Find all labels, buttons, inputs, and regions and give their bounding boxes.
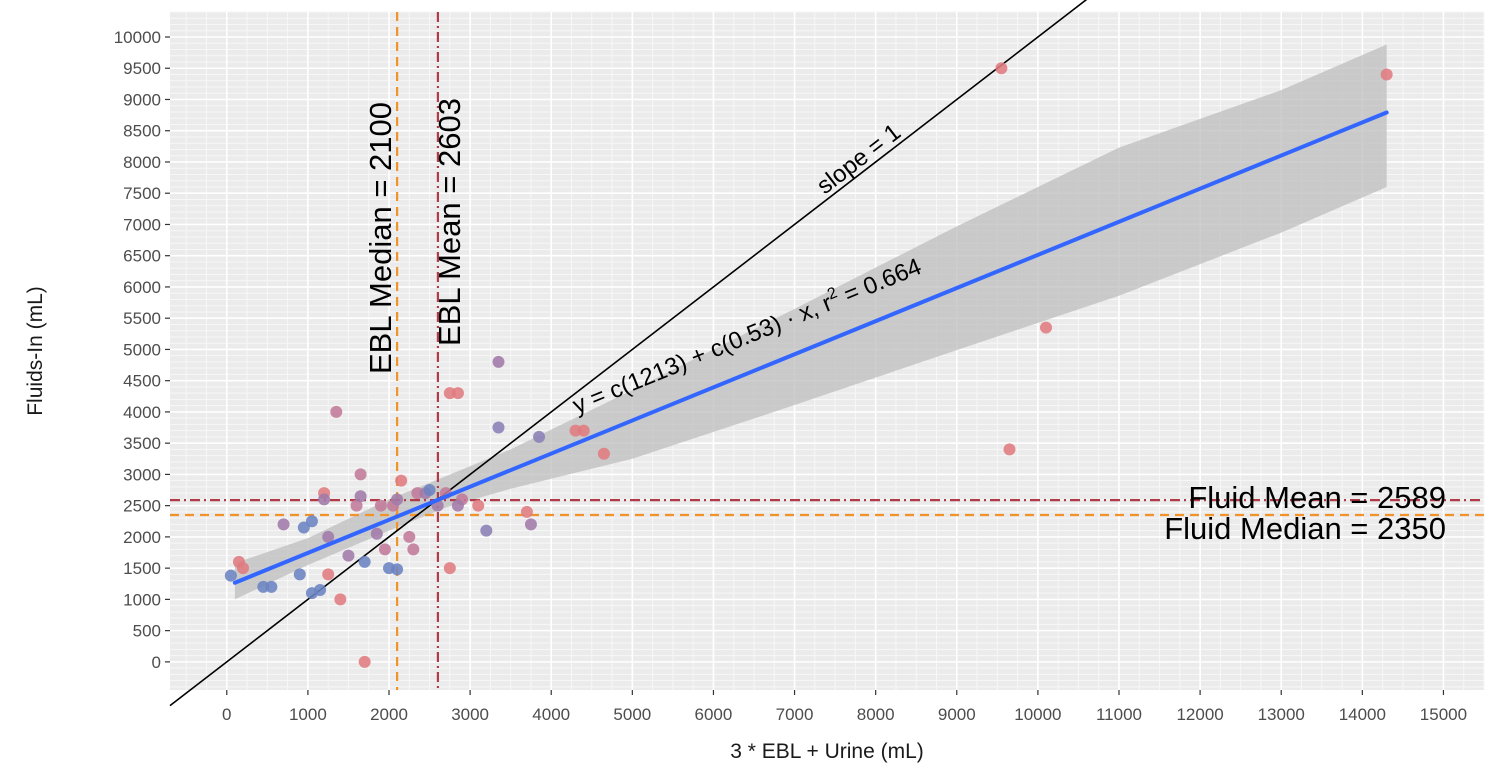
x-tick-label: 2000 xyxy=(370,705,408,724)
y-tick-label: 4500 xyxy=(123,372,161,391)
x-tick-label: 11000 xyxy=(1096,705,1142,724)
fluid-mean-label: Fluid Mean = 2589 xyxy=(1188,480,1446,515)
data-point xyxy=(472,499,485,512)
data-point xyxy=(395,474,408,487)
y-tick-label: 3500 xyxy=(123,434,161,453)
data-point xyxy=(350,499,363,512)
data-point xyxy=(995,62,1008,75)
y-tick-label: 2000 xyxy=(123,528,161,547)
y-tick-label: 7000 xyxy=(123,215,161,234)
y-axis-title: Fluids-In (mL) xyxy=(24,286,47,416)
data-point xyxy=(391,493,404,506)
fit-line-layer xyxy=(232,110,1389,585)
data-point xyxy=(322,530,335,543)
confidence-ribbon-layer xyxy=(234,44,1387,600)
y-tick-label: 10000 xyxy=(114,28,161,47)
x-tick-label: 3000 xyxy=(451,705,489,724)
data-point xyxy=(334,593,347,606)
y-tick-label: 5500 xyxy=(123,309,161,328)
data-point xyxy=(265,580,278,593)
x-tick-label: 6000 xyxy=(695,705,733,724)
data-point xyxy=(407,543,420,556)
data-point xyxy=(451,499,464,512)
y-tick-label: 0 xyxy=(152,653,161,672)
slope-one-line xyxy=(169,0,1088,707)
data-point xyxy=(318,493,331,506)
confidence-ribbon xyxy=(234,44,1387,600)
y-tick-label: 500 xyxy=(133,622,161,641)
data-point xyxy=(533,430,546,443)
points-layer xyxy=(224,62,1393,668)
data-point xyxy=(492,421,505,434)
data-point xyxy=(297,521,310,534)
data-point xyxy=(524,518,537,531)
y-tick-label: 5000 xyxy=(123,340,161,359)
data-point xyxy=(342,549,355,562)
data-point xyxy=(1040,321,1052,334)
y-tick-label: 9000 xyxy=(123,90,161,109)
y-tick-label: 3000 xyxy=(123,465,161,484)
data-point xyxy=(1003,443,1016,456)
y-tick-label: 4000 xyxy=(123,403,161,422)
y-tick-label: 9500 xyxy=(123,59,161,78)
x-axis-title: 3 * EBL + Urine (mL) xyxy=(730,740,924,763)
x-tick-label: 0 xyxy=(222,705,231,724)
data-point xyxy=(443,562,456,575)
data-point xyxy=(322,568,335,581)
reference-lines-layer xyxy=(169,0,1484,707)
data-point xyxy=(391,563,404,576)
data-point xyxy=(224,569,237,582)
data-point xyxy=(370,527,383,540)
data-point xyxy=(597,447,610,460)
data-point xyxy=(354,490,367,503)
y-tick-label: 1000 xyxy=(123,590,161,609)
axes-layer: 0 1000 2000 3000 4000 5000 6000 7000 8000 9000 100… xyxy=(114,28,1467,724)
data-point xyxy=(423,484,436,497)
data-point xyxy=(577,424,590,437)
data-point xyxy=(378,543,391,556)
data-point xyxy=(314,584,327,597)
data-point xyxy=(293,568,306,581)
data-point xyxy=(237,562,249,575)
data-point xyxy=(277,518,290,531)
fluid-median-label: Fluid Median = 2350 xyxy=(1164,511,1446,546)
data-point xyxy=(492,355,505,368)
data-point xyxy=(358,555,371,568)
data-point xyxy=(1380,68,1393,81)
data-point xyxy=(358,655,371,668)
data-point xyxy=(305,515,318,528)
ebl-median-label: EBL Median = 2100 xyxy=(363,102,398,374)
x-tick-label: 5000 xyxy=(613,705,651,724)
x-tick-label: 8000 xyxy=(857,705,895,724)
y-tick-label: 7500 xyxy=(123,184,161,203)
x-tick-label: 13000 xyxy=(1258,705,1305,724)
data-point xyxy=(480,524,493,537)
x-tick-label: 10000 xyxy=(1014,705,1061,724)
regression-line xyxy=(232,110,1389,585)
y-tick-label: 1500 xyxy=(123,559,161,578)
x-tick-label: 1000 xyxy=(289,705,327,724)
data-point xyxy=(354,468,367,481)
data-point xyxy=(374,499,387,512)
x-tick-label: 12000 xyxy=(1176,705,1223,724)
x-tick-label: 9000 xyxy=(938,705,976,724)
data-point xyxy=(520,505,533,518)
data-point xyxy=(451,387,464,400)
data-point xyxy=(403,530,416,543)
x-tick-label: 7000 xyxy=(776,705,814,724)
x-tick-label: 4000 xyxy=(532,705,570,724)
y-tick-label: 6000 xyxy=(123,278,161,297)
data-point xyxy=(330,405,343,418)
y-tick-label: 8500 xyxy=(123,122,161,141)
y-tick-label: 6500 xyxy=(123,247,161,266)
y-tick-label: 8000 xyxy=(123,153,161,172)
x-tick-label: 14000 xyxy=(1339,705,1386,724)
ebl-mean-label: EBL Mean = 2603 xyxy=(432,98,467,346)
y-tick-label: 2500 xyxy=(123,497,161,516)
x-tick-label: 15000 xyxy=(1420,705,1467,724)
